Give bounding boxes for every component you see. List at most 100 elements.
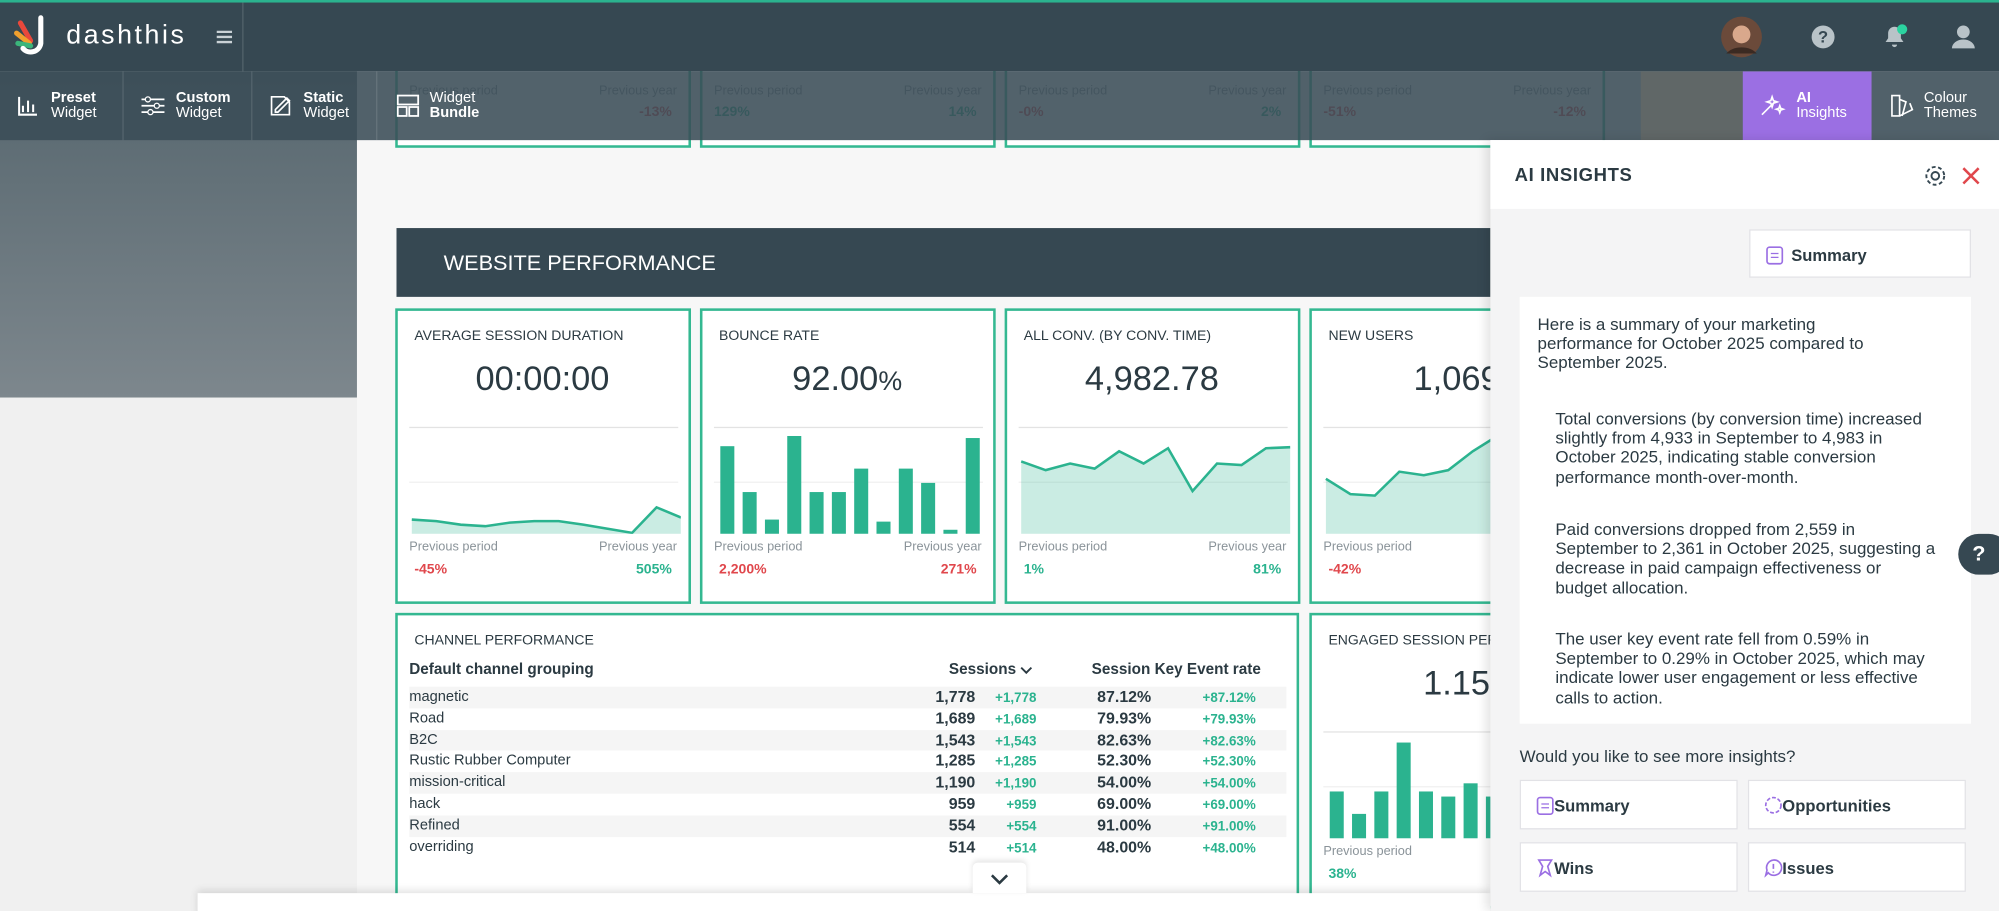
value: 1,069 — [1413, 359, 1499, 397]
icon — [140, 94, 165, 117]
button-label: Issues — [1782, 859, 1834, 878]
column-header[interactable]: Sessions — [949, 660, 1016, 678]
footer-value: 2,200% — [719, 562, 767, 577]
scroll-down-button[interactable] — [973, 863, 1027, 894]
table-cell: 48.00% — [1097, 838, 1151, 856]
footer-label: Previous year — [904, 540, 982, 554]
table-cell: +1,778 — [995, 691, 1036, 706]
icon — [1889, 93, 1914, 118]
insight-point: Total conversions (by conversion time) i… — [1555, 409, 1935, 486]
summary-box: Here is a summary of your marketing perf… — [1520, 297, 1971, 724]
bar — [899, 469, 913, 534]
help-label: ? — [1972, 541, 1985, 566]
brand: dashthis — [66, 20, 186, 51]
table-cell: +1,543 — [995, 733, 1036, 748]
avatar[interactable] — [1720, 15, 1763, 58]
kpi-title: AVERAGE SESSION DURATION — [414, 329, 623, 344]
table-cell: +82.63% — [1203, 733, 1256, 748]
table-cell: 91.00% — [1097, 816, 1151, 834]
settings-button[interactable] — [1924, 164, 1947, 187]
table-cell: Road — [409, 711, 444, 726]
table-row: Refined554+55491.00%+91.00% — [409, 815, 1286, 836]
bar — [765, 520, 779, 534]
ai-insights-panel: AI INSIGHTS Summary Here is a summary of… — [1490, 140, 1999, 911]
bar — [921, 483, 935, 534]
footer-label: Previous period — [1019, 540, 1108, 554]
footer-value: -42% — [1328, 562, 1361, 577]
close-button[interactable] — [1962, 167, 1980, 185]
insight-button[interactable]: Summary — [1520, 780, 1738, 830]
bar — [966, 438, 980, 534]
table-cell: 87.12% — [1097, 688, 1151, 706]
footer-value: 38% — [1328, 866, 1356, 881]
icon — [1766, 245, 1784, 265]
bar — [743, 492, 757, 534]
bar — [787, 436, 801, 534]
section-header: WEBSITE PERFORMANCE — [396, 228, 1490, 297]
bar — [943, 530, 957, 534]
logo — [13, 13, 59, 61]
bottom-bar — [198, 893, 1491, 911]
table-cell: magnetic — [409, 689, 469, 704]
colour-themes-button[interactable]: ColourThemes — [1872, 71, 1999, 140]
panel-title: AI INSIGHTS — [1515, 166, 1633, 186]
grid-line — [409, 427, 678, 428]
help-icon[interactable]: ? — [1810, 24, 1835, 49]
insight-button[interactable]: Issues — [1748, 842, 1966, 892]
footer-label: Previous period — [714, 540, 803, 554]
table-cell: 1,285 — [935, 752, 975, 770]
tab-label: Summary — [1791, 246, 1867, 265]
kpi-title: BOUNCE RATE — [719, 329, 819, 344]
button-label: Wins — [1554, 859, 1593, 878]
table-cell: +91.00% — [1203, 819, 1256, 834]
menu-button[interactable] — [215, 29, 233, 44]
table-cell: +1,285 — [995, 755, 1036, 770]
table-cell: 554 — [949, 816, 976, 834]
table-cell: +79.93% — [1203, 712, 1256, 727]
more-prompt: Would you like to see more insights? — [1520, 747, 1796, 766]
table-cell: +959 — [1006, 798, 1036, 813]
bar — [854, 469, 868, 534]
label: Bundle — [430, 106, 480, 121]
footer-label: Previous year — [1208, 540, 1286, 554]
bar — [720, 446, 734, 534]
table-row: overriding514+51448.00%+48.00% — [409, 837, 1286, 858]
bar — [810, 492, 824, 534]
kpi-title: ALL CONV. (BY CONV. TIME) — [1024, 329, 1211, 344]
mini-chart — [714, 432, 986, 534]
top-bar: dashthis ? — [0, 0, 1999, 71]
button-label: Summary — [1554, 796, 1630, 815]
insight-button[interactable]: Opportunities — [1748, 780, 1966, 830]
static-widget-button[interactable]: StaticWidget — [252, 71, 377, 140]
value: 4,982.78 — [1085, 359, 1219, 397]
footer-label: Previous period — [409, 540, 498, 554]
divider — [242, 3, 243, 72]
kpi-title: ENGAGED SESSION PER — [1328, 633, 1497, 648]
help-tab[interactable]: ? — [1958, 534, 1999, 575]
table-row: Road1,689+1,68979.93%+79.93% — [409, 708, 1286, 729]
table-row: hack959+95969.00%+69.00% — [409, 794, 1286, 815]
column-header: Session Key Event rate — [1092, 660, 1261, 678]
ai-insights-button[interactable]: AIInsights — [1743, 71, 1872, 140]
footer-value: 271% — [941, 562, 977, 577]
insight-button[interactable]: Wins — [1520, 842, 1738, 892]
notifications-icon[interactable] — [1880, 22, 1911, 50]
icon — [1758, 93, 1786, 118]
summary-tab[interactable]: Summary — [1749, 229, 1971, 277]
label: Widget — [51, 106, 97, 121]
widget-bundle-button[interactable]: WidgetBundle — [377, 71, 504, 140]
table-cell: mission-critical — [409, 775, 505, 790]
user-icon[interactable] — [1951, 24, 1976, 49]
table-cell: hack — [409, 796, 440, 811]
table-cell: +52.30% — [1203, 755, 1256, 770]
label: Themes — [1924, 106, 1977, 121]
insight-point: The user key event rate fell from 0.59% … — [1555, 629, 1935, 706]
preset-widget-button[interactable]: PresetWidget — [0, 71, 124, 140]
table-row: mission-critical1,190+1,19054.00%+54.00% — [409, 772, 1286, 793]
intro-text: Here is a summary of your marketing perf… — [1538, 315, 1908, 373]
custom-widget-button[interactable]: CustomWidget — [124, 71, 253, 140]
column-header: Default channel grouping — [409, 660, 593, 678]
table-cell: 959 — [949, 795, 976, 813]
table-cell: +54.00% — [1203, 776, 1256, 791]
